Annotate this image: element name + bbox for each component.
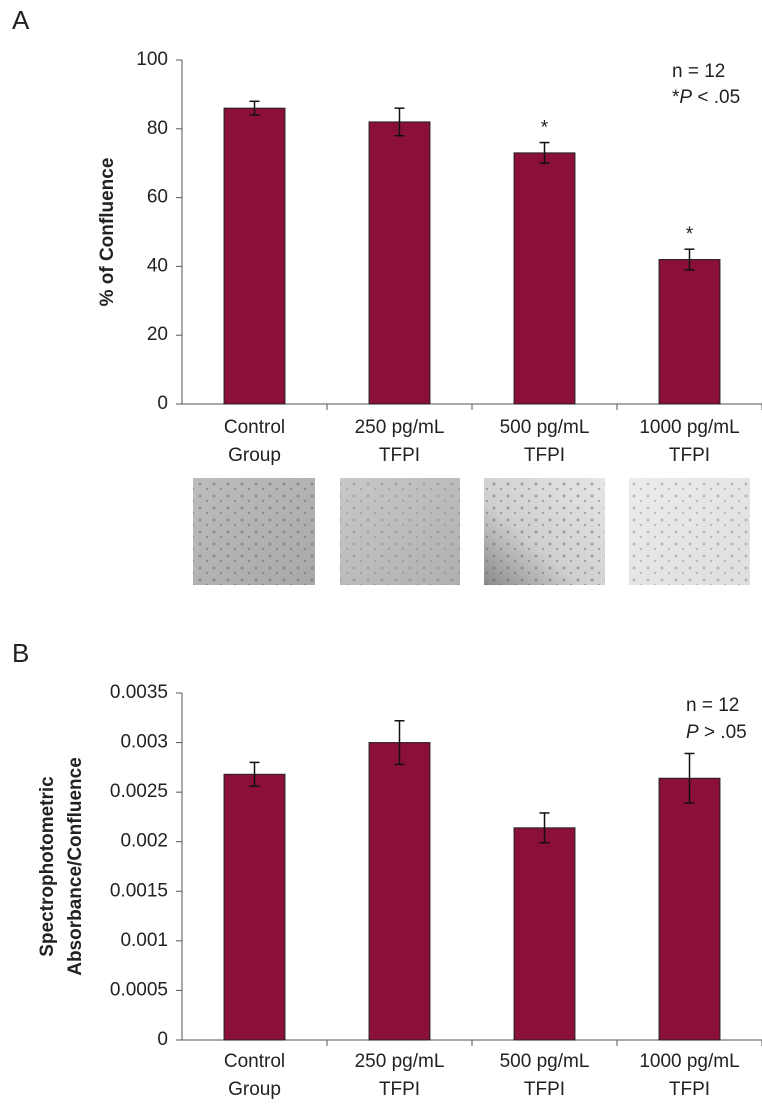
bar [368, 121, 431, 405]
x-tick-label: Control Group [224, 417, 285, 466]
significance-marker: * [686, 224, 694, 245]
y-tick-label: 80 [147, 118, 168, 139]
x-tick-label: 500 pg/mL TFPI [500, 1051, 590, 1100]
annotation: P > .05 [686, 722, 747, 743]
bar [658, 259, 721, 405]
y-tick-label: 0.002 [120, 831, 168, 852]
x-tick-label: 500 pg/mL TFPI [500, 417, 590, 466]
annotation: *P < .05 [672, 87, 740, 108]
y-tick-label: 0.0015 [110, 880, 168, 901]
bar [658, 777, 721, 1041]
y-tick-label: 0.0025 [110, 781, 168, 802]
panel-label: A [12, 5, 30, 35]
error-bar [539, 141, 550, 164]
bar [513, 152, 576, 405]
y-tick-label: 40 [147, 255, 168, 276]
panel-label: B [12, 638, 29, 668]
y-tick-label: 0.0035 [110, 682, 168, 703]
error-bar [684, 752, 695, 804]
y-axis-label: Spectrophotometric Absorbance/Confluence [37, 757, 86, 976]
bar [513, 827, 576, 1041]
x-tick-label: 1000 pg/mL TFPI [639, 417, 739, 466]
bar [223, 773, 286, 1041]
significance-marker: * [541, 118, 549, 139]
x-tick-label: 250 pg/mL TFPI [355, 1051, 445, 1100]
error-bar [684, 248, 695, 271]
micrograph-texture [340, 478, 460, 585]
y-tick-label: 0 [157, 393, 168, 414]
y-tick-label: 60 [147, 187, 168, 208]
chart-panel: A % of Confluence 0 20 40 60 80 100 Control Group… [12, 5, 762, 466]
micrograph-texture [484, 478, 605, 585]
bar [368, 742, 431, 1041]
x-tick-label: 250 pg/mL TFPI [355, 417, 445, 466]
annotation: n = 12 [672, 61, 725, 82]
error-bar [394, 720, 405, 766]
micrograph-texture [629, 478, 750, 585]
x-tick-label: Control Group [224, 1051, 285, 1100]
error-bar [249, 100, 260, 116]
y-tick-label: 0.003 [120, 732, 168, 753]
y-tick-label: 100 [136, 49, 168, 70]
y-tick-label: 0 [157, 1029, 168, 1050]
y-tick-label: 20 [147, 324, 168, 345]
y-tick-label: 0.0005 [110, 979, 168, 1000]
x-tick-label: 1000 pg/mL TFPI [639, 1051, 739, 1100]
error-bar [539, 812, 550, 844]
micrographs [193, 478, 750, 585]
bar [223, 107, 286, 405]
error-bar [249, 761, 260, 787]
chart-panel: B Spectrophotometric Absorbance/Confluence… [12, 638, 762, 1100]
error-bar [394, 107, 405, 137]
micrograph-texture [193, 478, 315, 585]
annotation: n = 12 [686, 695, 739, 716]
y-tick-label: 0.001 [120, 930, 168, 951]
y-axis-label: % of Confluence [97, 158, 118, 307]
